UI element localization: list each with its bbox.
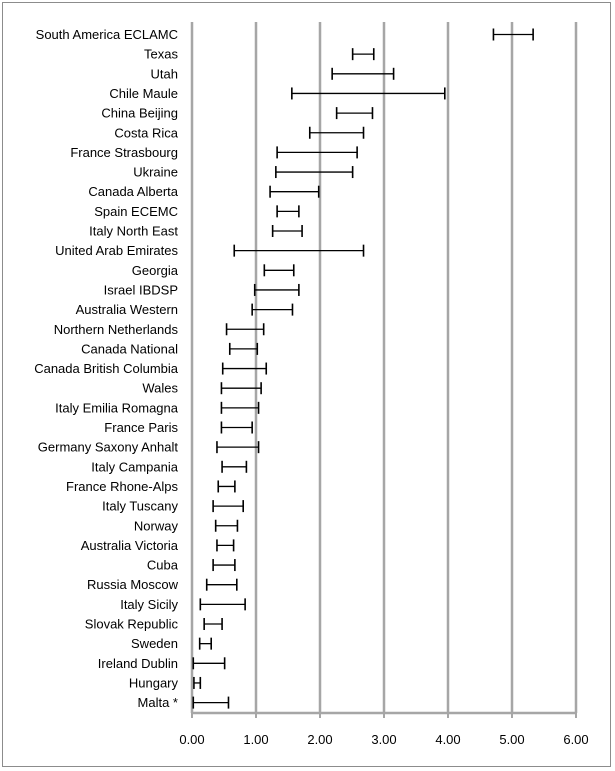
category-label: Italy North East [89, 224, 178, 239]
category-label: Australia Western [76, 302, 178, 317]
category-label: Italy Tuscany [102, 499, 178, 514]
category-label: Malta * [138, 695, 178, 710]
category-label: Chile Maule [109, 86, 178, 101]
x-tick-label: 2.00 [307, 732, 332, 747]
x-tick-label: 1.00 [243, 732, 268, 747]
category-label: South America ECLAMC [36, 27, 178, 42]
category-label: Australia Victoria [81, 538, 179, 553]
x-tick-label: 4.00 [435, 732, 460, 747]
category-label: Spain ECEMC [94, 204, 178, 219]
category-label: United Arab Emirates [55, 243, 178, 258]
category-label: Georgia [132, 263, 179, 278]
category-label: France Strasbourg [70, 145, 178, 160]
category-label: Italy Campania [91, 459, 178, 474]
category-label: France Rhone-Alps [66, 479, 178, 494]
category-label: Italy Emilia Romagna [55, 400, 179, 415]
category-label: Cuba [147, 558, 179, 573]
category-label: Texas [144, 47, 178, 62]
x-tick-label: 0.00 [179, 732, 204, 747]
category-label: Ireland Dublin [98, 656, 178, 671]
category-label: Northern Netherlands [54, 322, 179, 337]
category-label: Wales [142, 381, 178, 396]
category-label: Israel IBDSP [104, 282, 178, 297]
category-label: Hungary [129, 675, 179, 690]
category-label: Canada National [81, 341, 178, 356]
category-label: Costa Rica [114, 125, 178, 140]
x-tick-label: 6.00 [563, 732, 588, 747]
category-label: Canada British Columbia [34, 361, 179, 376]
category-label: Ukraine [133, 165, 178, 180]
category-label: Germany Saxony Anhalt [38, 440, 179, 455]
category-label: France Paris [104, 420, 178, 435]
category-label: Norway [134, 518, 179, 533]
category-label: Canada Alberta [88, 184, 178, 199]
category-label: Sweden [131, 636, 178, 651]
category-label: Slovak Republic [85, 617, 179, 632]
category-label: Utah [151, 66, 178, 81]
x-tick-label: 5.00 [499, 732, 524, 747]
category-label: Italy Sicily [120, 597, 178, 612]
x-tick-label: 3.00 [371, 732, 396, 747]
category-label: China Beijing [101, 106, 178, 121]
category-label: Russia Moscow [87, 577, 179, 592]
